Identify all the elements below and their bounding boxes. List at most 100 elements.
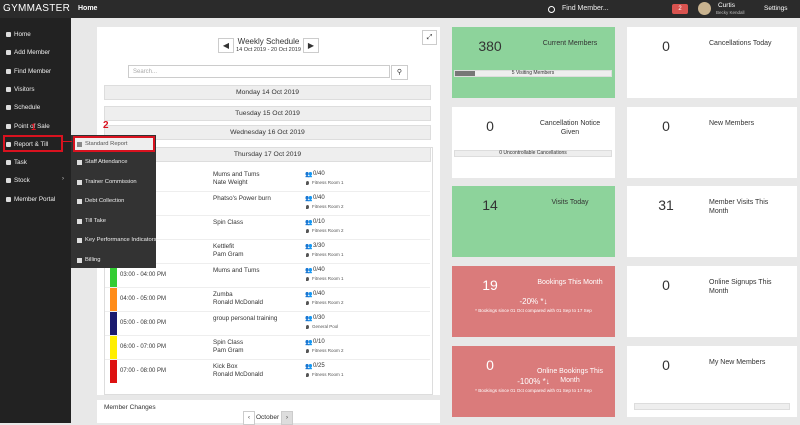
stat-value: 0 (662, 277, 670, 294)
room-icon (306, 325, 309, 329)
day-row[interactable]: Wednesday 16 Oct 2019 (104, 125, 431, 140)
schedule-range: 14 Oct 2019 - 20 Oct 2019 (236, 47, 301, 53)
stat-value: 31 (658, 197, 674, 214)
nav-item[interactable]: Task (14, 159, 27, 167)
class-instructor: Ronald McDonald (213, 299, 264, 306)
class-name[interactable]: Phatso's Power burn (213, 195, 271, 202)
nav-item[interactable]: Report & Till (14, 140, 49, 148)
nav-item[interactable]: Add Member (14, 49, 51, 57)
stat-sub: 0 Uncontrollable Cancellations (499, 149, 567, 156)
schedule-panel: Weekly Schedule 14 Oct 2019 - 20 Oct 201… (97, 27, 440, 395)
class-name[interactable]: group personal training (213, 315, 278, 322)
class-room: General Pool (312, 324, 339, 329)
settings[interactable]: Settings (764, 5, 788, 12)
search-button[interactable]: ⚲ (391, 65, 408, 80)
class-time: 05:00 - 08:00 PM (120, 320, 167, 326)
class-time: 03:00 - 04:00 PM (120, 272, 167, 278)
class-color (110, 336, 117, 359)
class-name[interactable]: Mums and Tums (213, 171, 260, 178)
highlight-box (3, 135, 63, 152)
member-changes-title: Member Changes (104, 404, 156, 411)
expand[interactable]: ⤢ (422, 30, 437, 45)
nav-item[interactable]: Home (14, 31, 31, 38)
progress-bar (454, 149, 612, 157)
class-capacity: 3/30 (313, 243, 325, 249)
class-name[interactable]: Kettlefit (213, 243, 234, 250)
day-row[interactable]: Thursday 17 Oct 2019 (104, 147, 431, 162)
stat-card[interactable]: 0 Cancellation Notice Given 0 Uncontrollab… (452, 106, 615, 178)
class-instructor: Ronald McDonald (213, 371, 264, 378)
stat-card[interactable]: 31 Member Visits This Month (627, 186, 797, 258)
search-input[interactable]: Find Member... (562, 5, 609, 12)
nav-item[interactable]: Stock (14, 177, 30, 185)
menu-icon (77, 142, 82, 147)
arrow (63, 141, 72, 142)
menu-item[interactable]: Staff Attendance (85, 159, 128, 165)
capacity-icon: 👥 (305, 316, 313, 322)
stat-label: Cancellations Today (709, 40, 772, 47)
stat-card[interactable]: 0 My New Members (627, 345, 797, 417)
nav-item[interactable]: Member Portal (14, 195, 56, 203)
stat-note: * Bookings since 01 Oct compared with 01… (475, 387, 592, 393)
class-color (110, 360, 117, 383)
day-row[interactable]: Tuesday 15 Oct 2019 (104, 106, 431, 121)
class-time: 04:00 - 05:00 PM (120, 296, 167, 302)
class-color (110, 264, 117, 287)
class-capacity: 0/40 (313, 267, 325, 273)
capacity-icon: 👥 (305, 220, 313, 226)
nav-item[interactable]: Visitors (14, 85, 35, 93)
menu-item[interactable]: Till Take (85, 217, 106, 224)
user-name[interactable]: Curtis (718, 2, 735, 9)
stat-card[interactable]: 14 Visits Today (452, 186, 615, 258)
annotation: 1 (31, 122, 37, 132)
nav-icon (6, 32, 11, 37)
nav-item[interactable]: Schedule (14, 104, 41, 112)
menu-item[interactable]: Standard Report (85, 141, 128, 147)
stock-arrow: › (62, 176, 64, 182)
stat-label: Cancellation Notice Given (539, 119, 601, 136)
class-name[interactable]: Kick Box (213, 363, 238, 370)
stat-card[interactable]: 19 Bookings This Month -20% *↓ * Bookings s… (452, 266, 615, 338)
capacity-icon: 👥 (305, 172, 313, 178)
stat-card[interactable]: 380 Current Members 5 Visiting Members (452, 27, 615, 98)
nav-icon (6, 105, 11, 111)
room-icon (306, 277, 309, 281)
stat-label: New Members (709, 119, 755, 127)
menu-item[interactable]: Key Performance Indicators (85, 237, 157, 243)
class-capacity: 0/40 (313, 291, 325, 297)
class-name[interactable]: Spin Class (213, 219, 244, 226)
row-divider (105, 263, 430, 264)
avatar[interactable] (698, 2, 711, 15)
nav-item[interactable]: Point of Sale (14, 122, 50, 130)
class-room: Fitness Room 1 (312, 180, 344, 185)
menu-item[interactable]: Billing (85, 256, 101, 263)
room-icon (306, 373, 309, 377)
prev-week[interactable]: ◀ (218, 38, 234, 53)
stat-card[interactable]: 0 Cancellations Today (627, 27, 797, 98)
capacity-icon: 👥 (305, 292, 313, 298)
stat-card[interactable]: 0 Online Signups This Month (627, 266, 797, 338)
notification-badge[interactable]: 2 (672, 4, 688, 14)
capacity-icon: 👥 (305, 196, 313, 202)
row-divider (105, 239, 430, 240)
class-capacity: 0/25 (313, 363, 325, 369)
stat-card[interactable]: 0 Online Bookings This Month -100% *↓ * Boo… (452, 345, 615, 417)
logo[interactable]: GYMMASTER (3, 3, 71, 14)
stat-value: 0 (662, 38, 670, 54)
day-row[interactable]: Monday 14 Oct 2019 (104, 85, 431, 100)
menu-item[interactable]: Trainer Commission (85, 178, 137, 185)
class-name[interactable]: Zumba (213, 291, 233, 298)
nav-item[interactable]: Find Member (14, 67, 52, 75)
class-name[interactable]: Mums and Tums (213, 267, 260, 274)
room-icon (306, 349, 309, 353)
top-bar: GYMMASTER Home Find Member... 2 Curtis B… (0, 0, 800, 18)
class-instructor: Pam Gram (213, 347, 244, 354)
nav-icon (6, 160, 11, 166)
class-time: 06:00 - 07:00 PM (120, 344, 167, 350)
sidebar: Home Add Member Find Member Visitors Schedul… (0, 18, 71, 423)
next-week[interactable]: ▶ (303, 38, 319, 53)
class-name[interactable]: Spin Class (213, 339, 244, 346)
schedule-search[interactable]: Search... (128, 65, 390, 78)
stat-card[interactable]: 0 New Members (627, 106, 797, 178)
menu-item[interactable]: Debt Collection (85, 198, 125, 204)
